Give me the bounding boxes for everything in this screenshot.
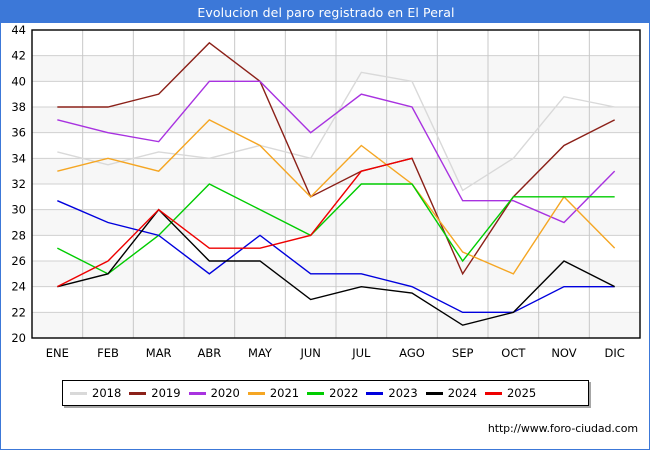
y-tick-label: 42 <box>11 49 26 63</box>
legend-swatch-icon <box>366 391 384 395</box>
y-tick-label: 38 <box>11 100 26 114</box>
series-line-2021 <box>57 118 616 275</box>
legend-label: 2022 <box>329 386 359 400</box>
legend-item-2018[interactable]: 2018 <box>70 386 121 400</box>
x-tick-label: JUN <box>299 346 320 360</box>
series-line-2023 <box>57 200 615 314</box>
series-line-2019 <box>57 41 615 276</box>
y-tick-label: 26 <box>11 254 26 268</box>
y-tick-label: 34 <box>11 151 26 165</box>
legend-swatch-icon <box>129 391 147 395</box>
x-axis-tick-labels: ENE FEB MAR ABR MAY JUN JUL AGO SEP OCT NOV DIC <box>46 346 625 360</box>
x-tick-label: ABR <box>197 346 221 360</box>
legend-item-2024[interactable]: 2024 <box>425 386 477 400</box>
x-tick-label: JUL <box>351 346 371 360</box>
legend-label: 2020 <box>210 386 240 400</box>
y-tick-label: 40 <box>11 74 26 88</box>
page-title: Evolucion del paro registrado en El Pera… <box>197 4 455 20</box>
chart-legend: 2018 2019 2020 2021 2022 2023 2024 2025 <box>62 380 589 406</box>
legend-label: 2019 <box>151 386 181 400</box>
x-tick-label: OCT <box>501 346 526 360</box>
legend-swatch-icon <box>188 391 206 395</box>
x-tick-label: ENE <box>46 346 69 360</box>
legend-swatch-icon <box>307 391 325 395</box>
y-tick-label: 44 <box>11 23 26 37</box>
series-line-2018 <box>57 71 615 192</box>
y-tick-label: 30 <box>11 203 26 217</box>
legend-label: 2018 <box>92 386 122 400</box>
y-tick-label: 28 <box>11 228 26 242</box>
series-line-2025 <box>57 157 413 288</box>
legend-swatch-icon <box>484 391 502 395</box>
x-tick-label: MAY <box>248 346 273 360</box>
legend-swatch-icon <box>70 391 87 395</box>
y-tick-label: 20 <box>11 331 26 345</box>
series-line-2024 <box>57 208 615 326</box>
legend-item-2020[interactable]: 2020 <box>188 386 240 400</box>
legend-item-2023[interactable]: 2023 <box>366 386 418 400</box>
legend-swatch-icon <box>247 391 265 395</box>
source-url: http://www.foro-ciudad.com <box>487 422 638 435</box>
y-axis-tick-labels: 20 22 24 26 28 30 32 34 36 38 40 42 44 <box>11 23 26 345</box>
legend-item-2025[interactable]: 2025 <box>484 386 537 400</box>
y-tick-label: 24 <box>11 280 26 294</box>
plot-frame <box>31 29 641 339</box>
x-tick-label: AGO <box>399 346 425 360</box>
x-tick-label: FEB <box>97 346 119 360</box>
series-line-2022 <box>57 183 615 275</box>
window-title-bar: Evolucion del paro registrado en El Pera… <box>1 1 649 23</box>
legend-label: 2023 <box>388 386 418 400</box>
legend-item-2022[interactable]: 2022 <box>307 386 358 400</box>
legend-item-2021[interactable]: 2021 <box>247 386 300 400</box>
legend-item-2019[interactable]: 2019 <box>129 386 181 400</box>
y-tick-label: 36 <box>11 126 26 140</box>
data-series-group <box>57 41 616 326</box>
x-tick-label: SEP <box>452 346 474 360</box>
y-tick-label: 32 <box>11 177 26 191</box>
legend-label: 2024 <box>447 386 477 400</box>
x-tick-label: MAR <box>146 346 172 360</box>
plot-area: 20 22 24 26 28 30 32 34 36 38 40 42 44 ENE FEB MAR ABR M… <box>1 23 649 449</box>
legend-label: 2025 <box>506 386 537 400</box>
legend-label: 2021 <box>269 386 300 400</box>
legend-swatch-icon <box>425 391 443 395</box>
x-tick-label: NOV <box>551 346 576 360</box>
line-chart: 20 22 24 26 28 30 32 34 36 38 40 42 44 ENE FEB MAR ABR M… <box>11 23 641 360</box>
y-tick-label: 22 <box>11 305 26 319</box>
series-line-2020 <box>57 80 616 224</box>
x-tick-label: DIC <box>605 346 625 360</box>
